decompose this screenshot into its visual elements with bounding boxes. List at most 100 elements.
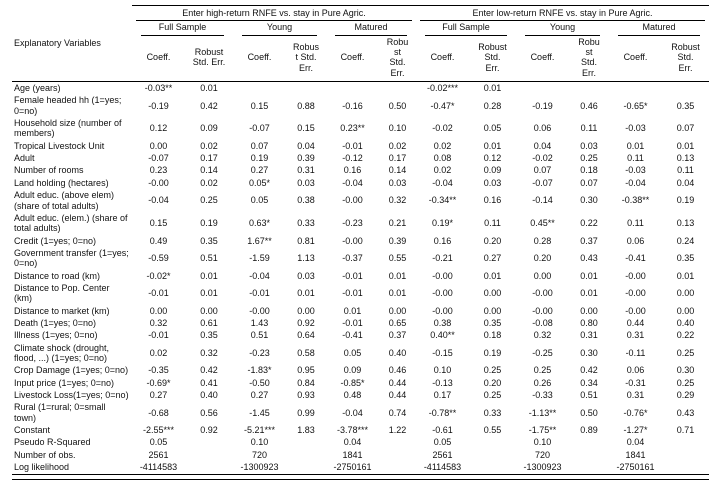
group-header-low-return: Enter low-return RNFE vs. stay in Pure A… (416, 5, 709, 22)
cell-coeff: 0.63* (248, 218, 271, 229)
cell-std-err: 0.35 (200, 330, 218, 341)
cell-std-err: 0.39 (388, 235, 407, 246)
row-label: Government transfer (1=yes; 0=no) (14, 247, 129, 269)
cell-std-err: 0.71 (676, 425, 695, 436)
cell-std-err: 0.32 (200, 347, 218, 358)
cell-std-err (185, 436, 233, 448)
cell-std-err: 0.46 (580, 100, 598, 111)
cell-std-err (662, 449, 709, 461)
col-header-robust-std-err: Robust Std. Err. (662, 35, 709, 83)
table-row: Distance to road (km) -0.02* 0.01 -0.04 0.03… (12, 270, 709, 282)
subgroup-matured-low: Matured (609, 21, 709, 36)
cell-coeff: 720 (534, 449, 551, 460)
cell-coeff: 0.02 (149, 347, 168, 358)
row-label: Pseudo R-Squared (14, 437, 91, 448)
cell-std-err: 0.37 (388, 330, 407, 341)
cell-coeff: -0.78** (428, 407, 457, 418)
row-label: Number of obs. (14, 449, 76, 460)
cell-coeff: 0.05 (433, 437, 452, 448)
cell-coeff: -0.01 (342, 288, 363, 299)
measure-header-row: Coeff. Robust Std. Err. Coeff. Robus t Std.… (12, 35, 709, 83)
cell-coeff: -0.04 (342, 177, 363, 188)
cell-std-err: 0.01 (388, 270, 407, 281)
cell-std-err: 0.18 (483, 330, 502, 341)
cell-coeff: -0.13 (432, 377, 453, 388)
cell-coeff: -0.68 (148, 407, 169, 418)
cell-coeff: -0.04 (249, 270, 270, 281)
cell-coeff: 0.27 (250, 165, 269, 176)
cell-coeff: 0.09 (343, 365, 362, 376)
table-row: Pseudo R-Squared 0.05 0.10 0.04 0.05 0.10 0.04 (12, 436, 709, 448)
cell-std-err: 0.30 (580, 195, 598, 206)
cell-coeff: 0.40** (430, 330, 455, 341)
row-label: Illness (1=yes; 0=no) (14, 330, 98, 341)
cell-coeff: -1300923 (233, 461, 286, 476)
subgroup-full-sample-high: Full Sample (132, 21, 233, 36)
cell-std-err: 0.39 (297, 153, 315, 164)
cell-coeff: 0.10 (433, 365, 452, 376)
cell-std-err: 0.80 (580, 317, 598, 328)
cell-coeff: 0.10 (533, 437, 552, 448)
cell-coeff: -0.04 (625, 177, 646, 188)
cell-coeff: -5.21*** (243, 425, 276, 436)
cell-coeff: -0.01 (342, 140, 363, 151)
cell-std-err (662, 436, 709, 448)
cell-std-err: 0.01 (580, 288, 598, 299)
cell-std-err: 0.01 (676, 270, 695, 281)
cell-coeff: -0.01 (249, 288, 270, 299)
cell-std-err (286, 449, 326, 461)
cell-coeff: -0.03 (625, 123, 646, 134)
row-label: Log likelihood (12, 461, 132, 476)
cell-coeff: 0.05 (149, 437, 168, 448)
cell-std-err: 0.01 (297, 288, 315, 299)
cell-coeff: 0.17 (433, 390, 452, 400)
cell-std-err: 0.00 (676, 305, 695, 316)
cell-std-err (379, 461, 416, 476)
cell-std-err: 0.14 (200, 165, 218, 176)
row-label: Rural (1=rural; 0=small town) (14, 402, 106, 423)
cell-std-err: 0.35 (483, 317, 502, 328)
group-header-high-return: Enter high-return RNFE vs. stay in Pure … (132, 5, 416, 22)
cell-coeff: 0.16 (343, 165, 362, 176)
subgroup-young-high: Young (233, 21, 326, 36)
cell-coeff: -0.04 (148, 195, 169, 206)
cell-std-err: 0.00 (483, 288, 502, 299)
cell-std-err: 0.01 (200, 270, 218, 281)
cell-std-err: 0.00 (297, 305, 315, 316)
cell-coeff: 0.19 (250, 153, 269, 164)
cell-coeff: 0.07 (250, 140, 269, 151)
cell-coeff: 0.06 (533, 123, 552, 134)
table-row: Adult educ. (elem.) (share of total adul… (12, 212, 709, 235)
cell-std-err: 0.09 (483, 165, 502, 176)
cell-std-err (379, 449, 416, 461)
cell-coeff: 2561 (148, 449, 169, 460)
bottom-double-rule (12, 474, 709, 481)
cell-coeff: -0.01 (148, 288, 169, 299)
cell-std-err: 0.03 (297, 270, 315, 281)
cell-std-err: 0.13 (676, 153, 695, 164)
cell-std-err: 0.11 (580, 123, 598, 134)
corner-label: Explanatory Variables (12, 5, 132, 83)
cell-std-err: 0.04 (676, 177, 695, 188)
cell-std-err: 0.58 (297, 347, 315, 358)
cell-coeff: -0.50 (249, 377, 270, 388)
cell-std-err: 0.00 (580, 305, 598, 316)
cell-std-err: 0.74 (388, 407, 407, 418)
cell-coeff: -0.03** (144, 83, 173, 94)
col-header-coeff: Coeff. (326, 35, 379, 83)
cell-std-err: 0.65 (388, 317, 407, 328)
table-row: Climate shock (drought, flood, ...) (1=y… (12, 342, 709, 365)
cell-std-err: 0.21 (388, 218, 407, 229)
table-row: Land holding (hectares) -0.00 0.02 0.05* 0.0… (12, 177, 709, 189)
cell-coeff: -0.00 (148, 177, 169, 188)
cell-coeff: -0.33 (532, 390, 553, 400)
cell-std-err: 0.00 (200, 305, 218, 316)
cell-coeff: -0.25 (532, 347, 553, 358)
cell-std-err: 0.15 (297, 123, 315, 134)
cell-std-err (286, 82, 326, 95)
row-label: Death (1=yes; 0=no) (14, 317, 97, 328)
cell-coeff: -0.37 (342, 253, 363, 264)
cell-coeff: 0.00 (149, 140, 168, 151)
col-header-coeff: Coeff. (416, 35, 469, 83)
cell-coeff: 0.48 (343, 390, 362, 400)
